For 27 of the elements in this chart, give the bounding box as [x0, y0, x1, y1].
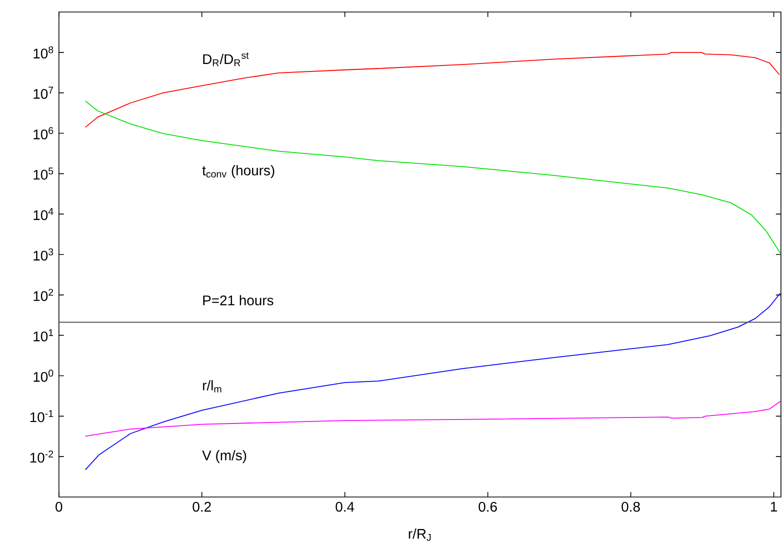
y-tick-label: 10$^{6}$ — [34, 127, 54, 140]
x-tick-label: 0.4 — [336, 502, 354, 512]
y-tick-label: 10$^{5}$ — [34, 168, 54, 180]
line-series — [84, 100, 781, 254]
series-label: t$_{conv}$ (hours) — [202, 165, 274, 178]
y-tick-label: 10$^{-2}$ — [30, 450, 54, 463]
series-label: D$_{R}$/D$_{R}$st — [203, 52, 249, 66]
y-tick-label: 10$^{4}$ — [34, 208, 54, 220]
series-label: r/l$_{m}$ — [202, 380, 222, 392]
x-tick-label: 0.8 — [622, 502, 640, 512]
line-series — [84, 52, 780, 128]
y-tick-label: 10$^{2}$ — [34, 288, 54, 301]
y-tick-label: 10$^{7}$ — [34, 86, 54, 99]
ref-line-label: P=21 hours — [203, 295, 274, 306]
series-label: V (m/s) — [202, 450, 246, 464]
x-tick-label: 1 — [770, 502, 777, 512]
y-tick-label: 10$^{1}$ — [34, 329, 54, 342]
line-series — [84, 401, 781, 437]
y-tick-label: 10$^{-1}$ — [30, 410, 54, 422]
x-axis-title: r/R$_{J}$ — [408, 528, 431, 541]
x-tick-label: 0.6 — [478, 502, 497, 512]
y-tick-label: 10$^{0}$ — [34, 370, 54, 382]
line-series — [84, 292, 781, 470]
y-tick-label: 10$^{8}$ — [34, 46, 54, 58]
y-tick-label: 10$^{3}$ — [34, 248, 54, 261]
x-tick-label: 0 — [56, 502, 62, 512]
x-tick-label: 0.2 — [192, 502, 211, 512]
